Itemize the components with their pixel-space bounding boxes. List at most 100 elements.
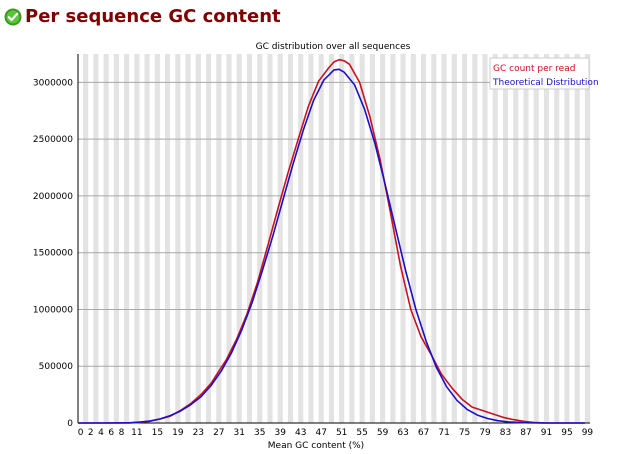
- plot-stripe: [323, 54, 330, 423]
- x-tick-label: 15: [152, 428, 163, 438]
- plot-stripe: [369, 54, 376, 423]
- plot-stripe: [549, 54, 555, 423]
- chart-title: GC distribution over all sequences: [256, 42, 411, 52]
- plot-stripe: [293, 54, 299, 423]
- plot-stripe: [282, 54, 289, 423]
- y-tick-label: 3000000: [33, 78, 73, 88]
- plot-stripe: [462, 54, 468, 423]
- plot-stripe: [170, 54, 176, 423]
- plot-stripe: [559, 54, 565, 423]
- plot-stripe: [211, 54, 217, 423]
- plot-stripe: [421, 54, 427, 423]
- plot-stripe: [144, 54, 150, 423]
- plot-stripes: [78, 54, 591, 423]
- plot-stripe: [78, 54, 84, 423]
- plot-stripe: [426, 54, 432, 423]
- plot-stripe: [226, 54, 232, 423]
- plot-stripe: [574, 54, 580, 423]
- y-tick-label: 2000000: [33, 192, 73, 202]
- plot-stripe: [134, 54, 140, 423]
- plot-stripe: [569, 54, 575, 423]
- plot-stripe: [477, 54, 483, 423]
- x-tick-label: 19: [172, 428, 184, 438]
- gc-content-chart: GC distribution over all sequences 0 5000…: [33, 42, 599, 451]
- plot-stripe: [206, 54, 212, 423]
- plot-stripe: [108, 54, 115, 423]
- plot-stripe: [154, 54, 161, 423]
- x-tick-label: 59: [377, 428, 389, 438]
- legend-label-theoretical: Theoretical Distribution: [492, 78, 599, 88]
- plot-stripe: [262, 54, 268, 423]
- y-tick-label: 500000: [39, 362, 74, 372]
- x-tick-label: 43: [295, 428, 306, 438]
- plot-stripe: [349, 54, 355, 423]
- plot-stripe: [236, 54, 243, 423]
- x-tick-label: 63: [397, 428, 408, 438]
- x-tick-label: 67: [418, 428, 429, 438]
- plot-stripe: [339, 54, 345, 423]
- page-header: Per sequence GC content: [0, 0, 640, 36]
- x-tick-label: 27: [213, 428, 224, 438]
- plot-stripe: [287, 54, 294, 423]
- x-tick-label: 8: [119, 428, 125, 438]
- plot-stripe: [303, 54, 309, 423]
- x-tick-label: 51: [336, 428, 347, 438]
- plot-stripe: [579, 54, 586, 423]
- plot-stripe: [492, 54, 499, 423]
- plot-stripe: [83, 54, 89, 423]
- plot-stripe: [88, 54, 94, 423]
- plot-stripe: [124, 54, 130, 423]
- plot-stripe: [523, 54, 529, 423]
- plot-stripe: [216, 54, 222, 423]
- plot-stripe: [200, 54, 207, 423]
- plot-stripe: [543, 54, 550, 423]
- plot-stripe: [482, 54, 488, 423]
- plot-stripe: [257, 54, 263, 423]
- plot-stripe: [518, 54, 524, 423]
- plot-stripe: [103, 54, 109, 423]
- legend-label-gc-count: GC count per read: [493, 64, 575, 74]
- plot-stripe: [467, 54, 473, 423]
- x-tick-label: 87: [520, 428, 531, 438]
- plot-stripe: [441, 54, 447, 423]
- plot-stripe: [149, 54, 155, 423]
- plot-stripe: [313, 54, 319, 423]
- plot-stripe: [364, 54, 371, 423]
- plot-stripe: [456, 54, 463, 423]
- x-tick-label: 95: [561, 428, 572, 438]
- plot-stripe: [190, 54, 196, 423]
- gc-count-per-read-line: [78, 58, 585, 424]
- plot-stripe: [272, 54, 278, 423]
- plot-stripe: [195, 54, 202, 423]
- plot-stripe: [298, 54, 304, 423]
- plot-stripe: [175, 54, 181, 423]
- x-tick-label: 23: [193, 428, 204, 438]
- x-tick-label: 47: [315, 428, 326, 438]
- plot-stripe: [584, 54, 591, 423]
- plot-stripe: [446, 54, 452, 423]
- x-tick-label: 83: [500, 428, 511, 438]
- plot-stripe: [241, 54, 248, 423]
- plot-stripe: [436, 54, 442, 423]
- x-tick-label: 39: [275, 428, 287, 438]
- y-tick-label: 2500000: [33, 135, 73, 145]
- plot-stripe: [185, 54, 191, 423]
- plot-stripe: [472, 54, 478, 423]
- plot-stripe: [359, 54, 365, 423]
- plot-stripe: [508, 54, 514, 423]
- y-tick-label: 1500000: [33, 249, 73, 259]
- plot-stripe: [159, 54, 166, 423]
- plot-stripe: [528, 54, 534, 423]
- legend: GC count per read Theoretical Distributi…: [489, 57, 599, 90]
- x-tick-label: 6: [108, 428, 114, 438]
- x-tick-label: 4: [98, 428, 104, 438]
- check-circle-icon: [4, 8, 22, 26]
- plot-stripe: [318, 54, 324, 423]
- x-tick-label: 99: [582, 428, 594, 438]
- plot-stripe: [487, 54, 493, 423]
- x-tick-label: 71: [438, 428, 449, 438]
- plot-stripe: [328, 54, 335, 423]
- x-tick-label: 2: [88, 428, 94, 438]
- x-tick-labels: 0 2 4 6 8 11 15 19 23 27 31 35 39 43 47 51 55 59 63 67 71 75 7…: [78, 428, 594, 438]
- y-tick-label: 1000000: [33, 305, 73, 315]
